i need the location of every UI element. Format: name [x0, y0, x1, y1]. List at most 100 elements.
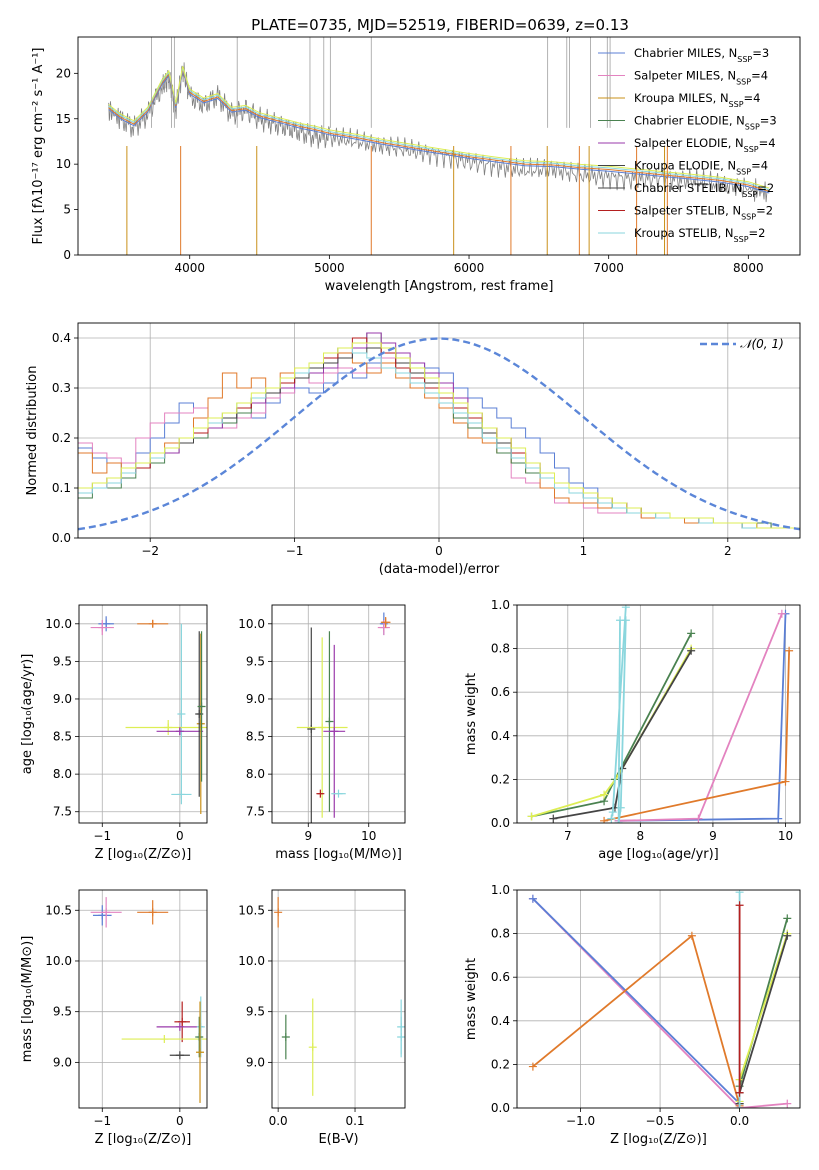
x-tick-label: 0.0 [269, 1114, 288, 1128]
weight-marker [607, 814, 616, 823]
data-point [102, 619, 111, 628]
data-point [307, 725, 316, 734]
weight-marker [549, 814, 558, 823]
legend-label: 𝒩(0, 1) [740, 337, 784, 351]
x-tick-label: −1 [286, 544, 304, 558]
y-tick-label: 9.0 [246, 1055, 265, 1069]
weight-line-3 [738, 918, 789, 1104]
weight-marker [608, 808, 617, 817]
panel-massweight-vs-age: 7 8 9 10 0.0 0.2 0.4 0.6 0.8 1.0 age [log₁₀(age/yr… [464, 598, 801, 862]
x-tick-label: 9 [304, 829, 312, 843]
x-axis-label: E(B-V) [318, 1132, 358, 1147]
y-tick-label: 0.2 [491, 1057, 510, 1071]
axes-frame [78, 889, 208, 1109]
weight-marker [694, 814, 703, 823]
y-tick-label: 0.6 [491, 970, 510, 984]
y-tick-label: 9.5 [246, 654, 265, 668]
x-tick-label: 0 [435, 544, 443, 558]
x-tick-label: 0 [176, 1114, 184, 1128]
weight-marker [735, 1088, 744, 1097]
y-tick-label: 9.5 [246, 1005, 265, 1019]
weight-marker [783, 931, 792, 940]
legend-label: Chabrier ELODIE, NSSP=3 [634, 114, 777, 132]
weight-marker [687, 629, 696, 638]
plot-area [79, 605, 207, 823]
panel-residuals: −2 −1 0 1 2 0.0 0.1 0.2 0.3 0.4 (data-model)/error… [25, 322, 801, 577]
x-tick-label: 5000 [314, 261, 345, 275]
axes-frame [77, 322, 801, 539]
x-axis-label: (data-model)/error [379, 562, 500, 577]
axes-frame [78, 604, 208, 824]
axes-frame [271, 889, 406, 1109]
weight-marker [687, 931, 696, 940]
y-axis-label: age [log₁₀(age/yr)] [20, 654, 35, 775]
plot-area [272, 890, 405, 1108]
y-tick-label: 10.5 [45, 903, 72, 917]
y-tick-label: 10.0 [45, 617, 72, 631]
histogram-series-8 [78, 342, 800, 529]
data-point [281, 1033, 290, 1042]
data-point [98, 623, 107, 632]
y-tick-label: 0.3 [52, 381, 71, 395]
y-tick-label: 20 [56, 66, 71, 80]
y-tick-label: 9.0 [53, 1055, 72, 1069]
weight-marker [781, 777, 790, 786]
y-tick-label: 5 [63, 203, 71, 217]
weight-line-4 [531, 648, 692, 818]
y-tick-label: 0.0 [491, 1101, 510, 1115]
y-tick-label: 9.5 [53, 1005, 72, 1019]
y-tick-label: 7.5 [246, 805, 265, 819]
x-axis-label: Z [log₁₀(Z/Z⊙)] [95, 1132, 192, 1147]
weight-marker [600, 816, 609, 823]
data-point [308, 1043, 317, 1052]
x-tick-label: −2 [141, 544, 159, 558]
x-tick-label: −1 [93, 1114, 111, 1128]
weight-marker [783, 914, 792, 923]
y-tick-label: 10.0 [238, 617, 265, 631]
figure-title: PLATE=0735, MJD=52519, FIBERID=0639, z=0… [251, 16, 629, 34]
weight-marker [774, 814, 783, 823]
panel-mass-vs-Z: −1 0 9.0 9.5 10.0 10.5 Z [log₁₀(Z/Z⊙)] mass [lo… [20, 889, 208, 1147]
x-tick-label: 7 [564, 829, 572, 843]
spectrum-model-8 [108, 66, 770, 189]
weight-marker [527, 812, 536, 821]
y-tick-label: 0.2 [491, 772, 510, 786]
axes-frame [271, 604, 406, 824]
x-tick-label: −1 [93, 829, 111, 843]
y-tick-label: 0.0 [491, 816, 510, 830]
data-point [175, 727, 184, 736]
data-point [379, 623, 388, 632]
data-point [274, 908, 283, 917]
weight-line-0 [618, 613, 787, 822]
y-tick-label: 0.6 [491, 685, 510, 699]
data-point [318, 723, 327, 732]
y-tick-label: 9.5 [53, 654, 72, 668]
y-tick-label: 0.8 [491, 927, 510, 941]
weight-marker [777, 609, 786, 618]
weight-marker [614, 819, 623, 823]
x-axis-label: wavelength [Angstrom, rest frame] [325, 279, 554, 294]
data-point [316, 789, 325, 798]
legend-label: Kroupa ELODIE, NSSP=4 [634, 159, 768, 177]
legend-label: Kroupa MILES, NSSP=4 [634, 91, 760, 109]
x-axis-label: age [log₁₀(age/yr)] [598, 847, 719, 862]
legend-label: Chabrier MILES, NSSP=3 [634, 46, 769, 64]
x-axis-label: Z [log₁₀(Z/Z⊙)] [95, 847, 192, 862]
data-point [330, 727, 339, 736]
weight-marker [735, 1104, 744, 1108]
weight-marker [528, 894, 537, 903]
data-point [148, 908, 157, 917]
y-axis-label: mass weight [464, 673, 479, 755]
weight-marker [783, 1099, 792, 1108]
y-tick-label: 8.5 [246, 730, 265, 744]
x-tick-label: 4000 [174, 261, 205, 275]
weight-marker [600, 790, 609, 799]
data-point [196, 1048, 205, 1057]
legend-label: Salpeter MILES, NSSP=4 [634, 69, 768, 87]
panel-mass-vs-ebv: 0.0 0.1 9.0 9.5 10.0 10.5 E(B-V) [238, 889, 406, 1147]
plot-area [272, 605, 405, 823]
x-tick-label: 8000 [733, 261, 764, 275]
x-tick-label: 6000 [454, 261, 485, 275]
normal-curve [78, 337, 800, 531]
